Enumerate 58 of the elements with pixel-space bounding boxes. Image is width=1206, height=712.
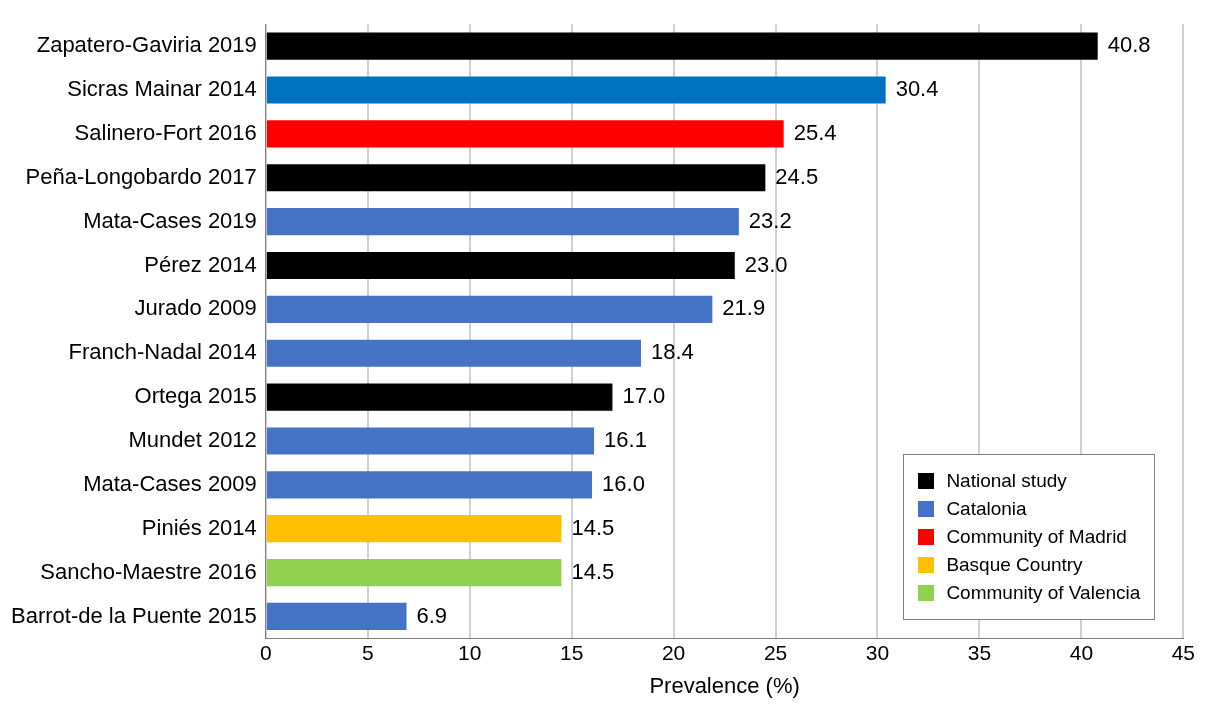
- x-tick-label: 10: [458, 640, 482, 664]
- data-label: 14.5: [571, 514, 615, 540]
- y-tick-label: Pérez 2014: [144, 251, 257, 277]
- legend-label: Catalonia: [946, 497, 1027, 522]
- bar: [266, 76, 886, 104]
- y-tick-label: Sancho-Maestre 2016: [40, 558, 257, 584]
- y-tick-label: Franch-Nadal 2014: [68, 339, 257, 365]
- y-tick-label: Sicras Mainar 2014: [67, 76, 257, 102]
- bar: [266, 120, 784, 148]
- y-tick-label: Mundet 2012: [128, 427, 257, 453]
- bar: [266, 32, 1098, 60]
- y-tick-label: Salinero-Fort 2016: [74, 119, 257, 145]
- bar: [266, 164, 766, 192]
- x-tick-label: 15: [559, 640, 584, 664]
- x-tick-label: 0: [259, 640, 272, 664]
- bar: [266, 208, 739, 236]
- bar: [266, 427, 595, 455]
- bar: [266, 515, 562, 543]
- bar: [266, 251, 735, 280]
- data-label: 21.9: [722, 295, 766, 321]
- y-tick-label: Jurado 2009: [134, 295, 257, 321]
- legend-label: Community of Valencia: [946, 581, 1141, 606]
- y-tick-label: Piniés 2014: [141, 514, 257, 540]
- bar: [266, 471, 593, 499]
- data-label: 6.9: [416, 602, 448, 628]
- y-tick-label: Mata-Cases 2019: [83, 207, 257, 233]
- bar: [266, 558, 562, 587]
- x-tick-label: 25: [763, 640, 788, 664]
- y-tick-label: Ortega 2015: [134, 383, 257, 409]
- x-tick-label: 35: [967, 640, 992, 664]
- data-label: 24.5: [775, 163, 819, 189]
- x-tick-label: 45: [1171, 640, 1195, 664]
- data-label: 17.0: [622, 383, 666, 409]
- data-label: 23.2: [748, 207, 792, 233]
- x-tick-label: 40: [1069, 640, 1094, 664]
- x-tick-label: 20: [661, 640, 686, 664]
- legend-label: National study: [946, 469, 1067, 494]
- data-label: 25.4: [793, 119, 837, 145]
- bar: [266, 383, 613, 411]
- legend-label: Basque Country: [946, 553, 1083, 578]
- data-label: 16.1: [604, 427, 647, 453]
- x-tick-label: 5: [361, 640, 374, 664]
- x-axis-title: Prevalence (%): [649, 672, 800, 698]
- bar: [266, 339, 641, 367]
- y-tick-label: Zapatero-Gaviria 2019: [36, 32, 257, 58]
- data-label: 14.5: [571, 558, 615, 584]
- y-tick-label: Peña-Longobardo 2017: [25, 163, 257, 189]
- data-label: 30.4: [895, 76, 939, 102]
- y-tick-label: Barrot-de la Puente 2015: [10, 602, 257, 628]
- bar: [266, 602, 407, 631]
- legend-label: Community of Madrid: [946, 525, 1127, 550]
- data-label: 23.0: [744, 251, 788, 277]
- bar: [266, 295, 713, 323]
- x-tick-label: 30: [865, 640, 890, 664]
- data-label: 40.8: [1107, 32, 1151, 58]
- y-tick-label: Mata-Cases 2009: [83, 470, 257, 496]
- data-label: 16.0: [602, 470, 645, 496]
- data-label: 18.4: [650, 339, 694, 365]
